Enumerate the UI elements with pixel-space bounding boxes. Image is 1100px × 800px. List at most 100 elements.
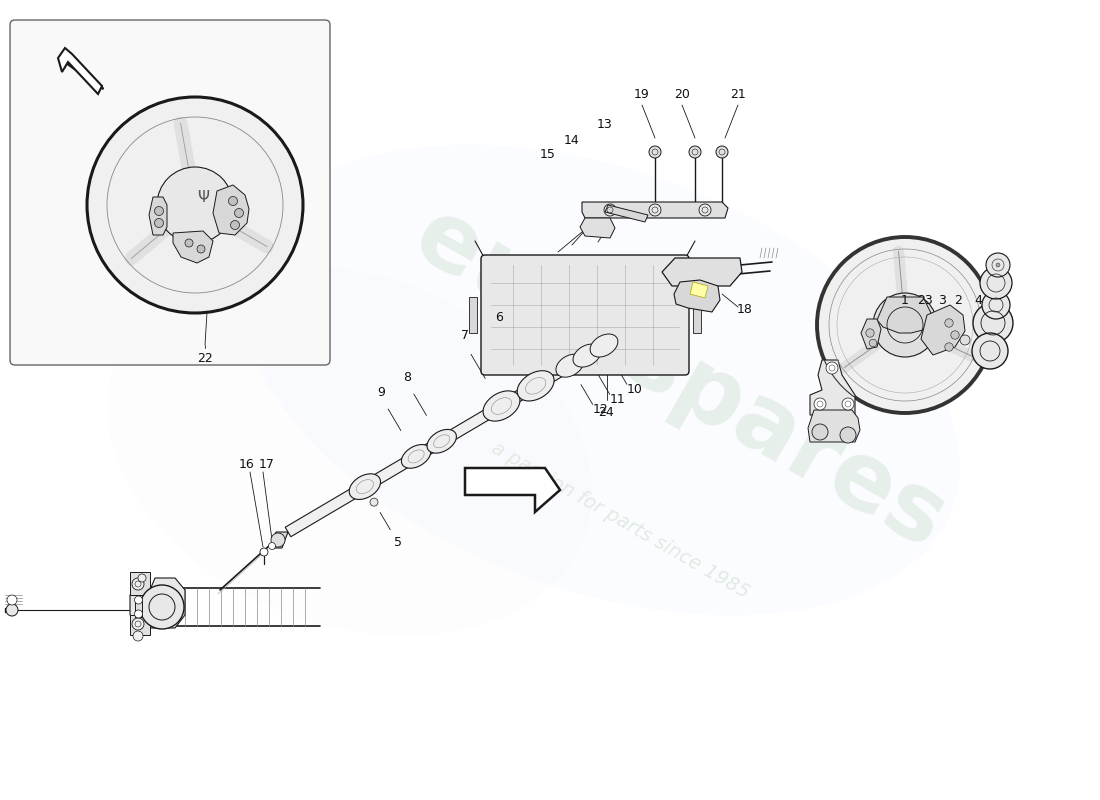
Ellipse shape [349, 474, 381, 499]
Text: 18: 18 [737, 303, 752, 317]
Text: a passion for parts since 1985: a passion for parts since 1985 [487, 438, 752, 602]
Circle shape [7, 595, 16, 605]
Circle shape [231, 221, 240, 230]
Circle shape [869, 339, 877, 347]
Circle shape [974, 303, 1013, 343]
Ellipse shape [590, 334, 618, 357]
Circle shape [268, 542, 275, 550]
Ellipse shape [517, 370, 554, 401]
Circle shape [134, 610, 143, 618]
Circle shape [840, 427, 856, 443]
Ellipse shape [483, 391, 520, 421]
Text: 17: 17 [260, 458, 275, 470]
Circle shape [132, 578, 144, 590]
Circle shape [271, 533, 285, 547]
Polygon shape [130, 578, 185, 628]
Text: 19: 19 [634, 89, 650, 102]
Circle shape [185, 239, 192, 247]
Text: 15: 15 [540, 149, 556, 162]
Circle shape [817, 237, 993, 413]
Polygon shape [465, 468, 560, 512]
Polygon shape [674, 280, 720, 312]
Circle shape [133, 631, 143, 641]
Circle shape [980, 267, 1012, 299]
Text: 8: 8 [404, 371, 411, 384]
Text: 3: 3 [938, 294, 946, 306]
Text: 12: 12 [593, 403, 608, 416]
Circle shape [370, 498, 378, 506]
Text: 2: 2 [954, 294, 961, 306]
Circle shape [996, 263, 1000, 267]
Text: eurospares: eurospares [398, 191, 961, 569]
Polygon shape [135, 597, 142, 617]
Circle shape [132, 618, 144, 630]
Text: 14: 14 [564, 134, 580, 146]
Text: 7: 7 [461, 330, 469, 342]
Polygon shape [690, 282, 708, 298]
Polygon shape [213, 185, 249, 235]
Circle shape [945, 342, 954, 351]
Circle shape [986, 253, 1010, 277]
Polygon shape [173, 231, 213, 263]
Ellipse shape [402, 445, 431, 468]
Polygon shape [580, 218, 615, 238]
Text: 10: 10 [627, 382, 642, 396]
Circle shape [138, 574, 146, 582]
Circle shape [826, 362, 838, 374]
Circle shape [649, 204, 661, 216]
Text: 21: 21 [730, 89, 746, 102]
Circle shape [873, 293, 937, 357]
Text: 22: 22 [197, 351, 213, 365]
Polygon shape [662, 258, 742, 286]
Polygon shape [469, 297, 477, 333]
Text: Ψ: Ψ [197, 190, 209, 205]
Circle shape [134, 596, 143, 604]
Circle shape [960, 335, 970, 345]
Text: 4: 4 [975, 294, 982, 306]
Polygon shape [130, 572, 150, 595]
Circle shape [154, 218, 164, 227]
Text: 1: 1 [901, 294, 909, 306]
Circle shape [866, 329, 874, 338]
Text: 9: 9 [377, 386, 385, 399]
Circle shape [87, 97, 302, 313]
Polygon shape [921, 305, 965, 355]
Circle shape [234, 209, 243, 218]
Text: 16: 16 [239, 458, 255, 470]
Circle shape [972, 333, 1008, 369]
Circle shape [154, 206, 164, 215]
FancyBboxPatch shape [481, 255, 689, 375]
Text: 5: 5 [394, 536, 402, 549]
Ellipse shape [573, 344, 601, 367]
Polygon shape [582, 202, 728, 218]
Circle shape [812, 424, 828, 440]
Text: 24: 24 [597, 406, 614, 419]
Polygon shape [58, 48, 102, 94]
Circle shape [950, 331, 959, 339]
Circle shape [229, 197, 238, 206]
Polygon shape [877, 297, 933, 333]
Polygon shape [148, 197, 167, 235]
Circle shape [6, 604, 18, 616]
Circle shape [157, 167, 233, 243]
Ellipse shape [556, 354, 584, 377]
FancyBboxPatch shape [10, 20, 330, 365]
Polygon shape [130, 615, 150, 635]
Circle shape [260, 548, 268, 556]
Circle shape [842, 398, 854, 410]
Circle shape [604, 204, 616, 216]
Text: 20: 20 [674, 89, 690, 102]
Polygon shape [810, 360, 855, 415]
Ellipse shape [427, 430, 456, 453]
Circle shape [814, 398, 826, 410]
Circle shape [716, 146, 728, 158]
Circle shape [197, 245, 205, 253]
Polygon shape [270, 532, 288, 548]
Polygon shape [285, 275, 718, 537]
Polygon shape [861, 319, 881, 349]
Text: 11: 11 [609, 393, 625, 406]
Text: 13: 13 [597, 118, 613, 131]
Circle shape [698, 204, 711, 216]
Circle shape [945, 319, 954, 327]
Ellipse shape [241, 145, 959, 615]
